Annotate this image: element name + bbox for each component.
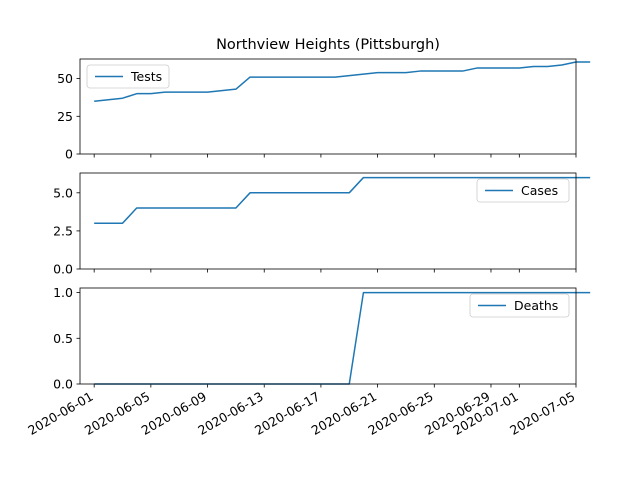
y-tick-label: 2.5 (53, 223, 73, 238)
y-tick-label: 0 (65, 147, 73, 162)
axes-frame (79, 287, 577, 385)
legend: Tests (86, 64, 170, 89)
series-line-cases (94, 176, 591, 225)
legend: Deaths (469, 293, 570, 318)
panel-tests: 0 25 50 Tests (57, 58, 591, 162)
legend-label: Tests (130, 69, 162, 84)
panel-deaths: 0.0 0.5 1.0 Deaths (53, 285, 591, 392)
y-tick-label: 0.0 (53, 377, 73, 392)
legend-label: Cases (521, 183, 558, 198)
legend-box (86, 64, 170, 89)
y-tick-label: 25 (57, 109, 73, 124)
y-tick-label: 5.0 (53, 185, 73, 200)
legend-box (469, 293, 570, 318)
y-tick-label: 1.0 (53, 285, 73, 300)
chart-title: Northview Heights (Pittsburgh) (216, 37, 440, 53)
y-tick-label: 0.5 (53, 331, 73, 346)
legend-label: Deaths (514, 298, 558, 313)
series-line-tests (94, 61, 591, 102)
chart-panels: 0 25 50 Tests 0.0 2.5 5.0 Cases 0.0 0.5 1.0 Deaths 2… (25, 58, 591, 438)
x-tick-label: 2020-07-05 (507, 389, 577, 438)
axes-frame (79, 172, 577, 270)
panel-cases: 0.0 2.5 5.0 Cases (53, 172, 591, 277)
y-tick-label: 50 (57, 71, 73, 86)
y-tick-label: 0.0 (53, 262, 73, 277)
legend-box (476, 178, 570, 203)
axes-frame (79, 58, 577, 155)
legend: Cases (476, 178, 570, 203)
